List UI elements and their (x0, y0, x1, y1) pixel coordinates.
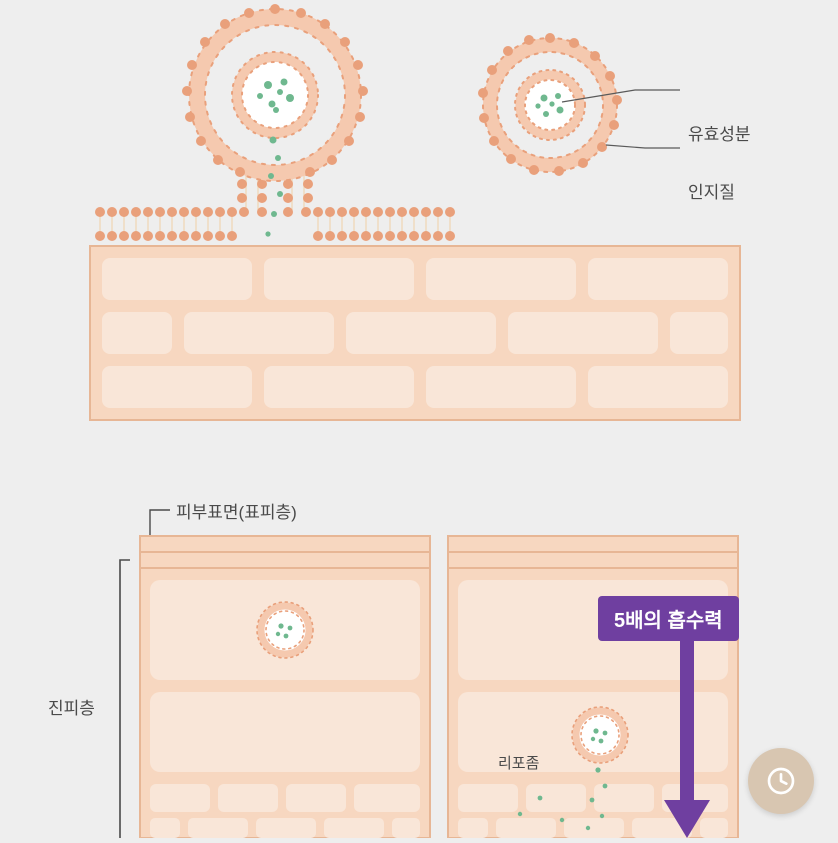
label-skin-surface: 피부표면(표피층) (176, 498, 297, 523)
dermis-bracket (120, 560, 130, 838)
top-skin-block (90, 246, 740, 420)
absorption-badge: 5배의 흡수력 (598, 596, 739, 641)
diagram-stage (40, 0, 798, 838)
history-fab[interactable] (748, 748, 814, 814)
vesicle-small (478, 33, 680, 176)
membrane-bilayer (95, 175, 455, 241)
skin-surface-callout (150, 510, 170, 536)
diagram-svg (40, 0, 798, 838)
vesicle-large (182, 4, 368, 266)
label-dermis: 진피층 (48, 694, 95, 719)
clock-icon (765, 765, 797, 797)
bottom-right-skin (448, 536, 738, 838)
label-liposome: 리포좀 (498, 752, 539, 773)
label-active-ingredient: 유효성분 (688, 120, 751, 145)
bottom-left-skin (140, 536, 430, 838)
label-phospholipid: 인지질 (688, 178, 735, 203)
